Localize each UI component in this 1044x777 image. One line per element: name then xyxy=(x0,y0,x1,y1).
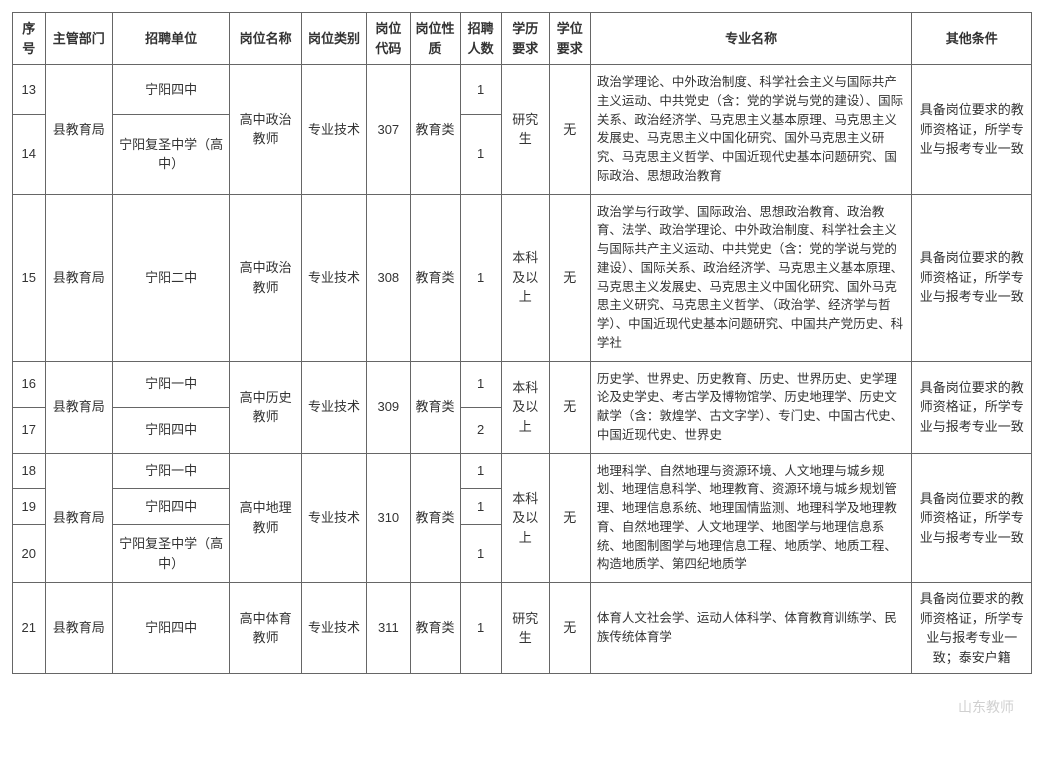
table-row: 13 县教育局 宁阳四中 高中政治教师 专业技术 307 教育类 1 研究生 无… xyxy=(13,65,1032,115)
cell-education: 本科及以上 xyxy=(501,453,549,583)
header-category: 岗位类别 xyxy=(301,13,366,65)
header-major: 专业名称 xyxy=(590,13,912,65)
cell-degree: 无 xyxy=(549,453,590,583)
cell-position: 高中政治教师 xyxy=(230,194,302,361)
cell-nature: 教育类 xyxy=(410,453,460,583)
cell-major: 政治学理论、中外政治制度、科学社会主义与国际共产主义运动、中共党史（含：党的学说… xyxy=(590,65,912,195)
cell-code: 311 xyxy=(367,583,410,674)
cell-major: 政治学与行政学、国际政治、思想政治教育、政治教育、法学、政治学理论、中外政治制度… xyxy=(590,194,912,361)
cell-category: 专业技术 xyxy=(301,361,366,453)
cell-code: 308 xyxy=(367,194,410,361)
cell-unit: 宁阳一中 xyxy=(112,361,229,407)
cell-other: 具备岗位要求的教师资格证，所学专业与报考专业一致 xyxy=(912,194,1032,361)
cell-seq: 13 xyxy=(13,65,46,115)
cell-other: 具备岗位要求的教师资格证，所学专业与报考专业一致；泰安户籍 xyxy=(912,583,1032,674)
cell-unit: 宁阳四中 xyxy=(112,407,229,453)
cell-unit: 宁阳一中 xyxy=(112,453,229,489)
cell-count: 1 xyxy=(460,525,501,583)
cell-dept: 县教育局 xyxy=(45,361,112,453)
cell-count: 1 xyxy=(460,453,501,489)
cell-count: 1 xyxy=(460,361,501,407)
cell-other: 具备岗位要求的教师资格证，所学专业与报考专业一致 xyxy=(912,65,1032,195)
cell-degree: 无 xyxy=(549,65,590,195)
cell-other: 具备岗位要求的教师资格证，所学专业与报考专业一致 xyxy=(912,361,1032,453)
cell-seq: 16 xyxy=(13,361,46,407)
recruitment-table: 序号 主管部门 招聘单位 岗位名称 岗位类别 岗位代码 岗位性质 招聘人数 学历… xyxy=(12,12,1032,674)
header-position: 岗位名称 xyxy=(230,13,302,65)
cell-education: 研究生 xyxy=(501,65,549,195)
table-row: 16 县教育局 宁阳一中 高中历史教师 专业技术 309 教育类 1 本科及以上… xyxy=(13,361,1032,407)
cell-position: 高中政治教师 xyxy=(230,65,302,195)
cell-dept: 县教育局 xyxy=(45,194,112,361)
cell-position: 高中体育教师 xyxy=(230,583,302,674)
cell-dept: 县教育局 xyxy=(45,453,112,583)
cell-nature: 教育类 xyxy=(410,361,460,453)
cell-unit: 宁阳复圣中学（高中） xyxy=(112,525,229,583)
cell-count: 2 xyxy=(460,407,501,453)
watermark-text: 山东教师 xyxy=(958,697,1014,717)
cell-unit: 宁阳四中 xyxy=(112,489,229,525)
table-row: 15 县教育局 宁阳二中 高中政治教师 专业技术 308 教育类 1 本科及以上… xyxy=(13,194,1032,361)
header-count: 招聘人数 xyxy=(460,13,501,65)
cell-seq: 17 xyxy=(13,407,46,453)
header-education: 学历要求 xyxy=(501,13,549,65)
header-dept: 主管部门 xyxy=(45,13,112,65)
cell-category: 专业技术 xyxy=(301,583,366,674)
header-unit: 招聘单位 xyxy=(112,13,229,65)
cell-degree: 无 xyxy=(549,194,590,361)
header-other: 其他条件 xyxy=(912,13,1032,65)
cell-count: 1 xyxy=(460,114,501,194)
cell-count: 1 xyxy=(460,583,501,674)
cell-major: 体育人文社会学、运动人体科学、体育教育训练学、民族传统体育学 xyxy=(590,583,912,674)
cell-count: 1 xyxy=(460,194,501,361)
cell-count: 1 xyxy=(460,65,501,115)
table-row: 21 县教育局 宁阳四中 高中体育教师 专业技术 311 教育类 1 研究生 无… xyxy=(13,583,1032,674)
table-row: 18 县教育局 宁阳一中 高中地理教师 专业技术 310 教育类 1 本科及以上… xyxy=(13,453,1032,489)
cell-education: 本科及以上 xyxy=(501,361,549,453)
cell-code: 307 xyxy=(367,65,410,195)
cell-other: 具备岗位要求的教师资格证，所学专业与报考专业一致 xyxy=(912,453,1032,583)
cell-position: 高中历史教师 xyxy=(230,361,302,453)
cell-unit: 宁阳二中 xyxy=(112,194,229,361)
cell-dept: 县教育局 xyxy=(45,65,112,195)
cell-nature: 教育类 xyxy=(410,194,460,361)
cell-seq: 19 xyxy=(13,489,46,525)
cell-major: 地理科学、自然地理与资源环境、人文地理与城乡规划、地理信息科学、地理教育、资源环… xyxy=(590,453,912,583)
cell-count: 1 xyxy=(460,489,501,525)
cell-education: 研究生 xyxy=(501,583,549,674)
cell-code: 309 xyxy=(367,361,410,453)
cell-unit: 宁阳四中 xyxy=(112,65,229,115)
cell-seq: 21 xyxy=(13,583,46,674)
cell-nature: 教育类 xyxy=(410,583,460,674)
cell-degree: 无 xyxy=(549,361,590,453)
header-nature: 岗位性质 xyxy=(410,13,460,65)
cell-seq: 20 xyxy=(13,525,46,583)
cell-unit: 宁阳复圣中学（高中） xyxy=(112,114,229,194)
header-seq: 序号 xyxy=(13,13,46,65)
cell-dept: 县教育局 xyxy=(45,583,112,674)
cell-position: 高中地理教师 xyxy=(230,453,302,583)
cell-education: 本科及以上 xyxy=(501,194,549,361)
header-code: 岗位代码 xyxy=(367,13,410,65)
cell-unit: 宁阳四中 xyxy=(112,583,229,674)
cell-category: 专业技术 xyxy=(301,194,366,361)
cell-category: 专业技术 xyxy=(301,453,366,583)
cell-seq: 18 xyxy=(13,453,46,489)
cell-major: 历史学、世界史、历史教育、历史、世界历史、史学理论及史学史、考古学及博物馆学、历… xyxy=(590,361,912,453)
header-degree: 学位要求 xyxy=(549,13,590,65)
cell-nature: 教育类 xyxy=(410,65,460,195)
cell-seq: 14 xyxy=(13,114,46,194)
cell-category: 专业技术 xyxy=(301,65,366,195)
cell-code: 310 xyxy=(367,453,410,583)
header-row: 序号 主管部门 招聘单位 岗位名称 岗位类别 岗位代码 岗位性质 招聘人数 学历… xyxy=(13,13,1032,65)
cell-seq: 15 xyxy=(13,194,46,361)
cell-degree: 无 xyxy=(549,583,590,674)
